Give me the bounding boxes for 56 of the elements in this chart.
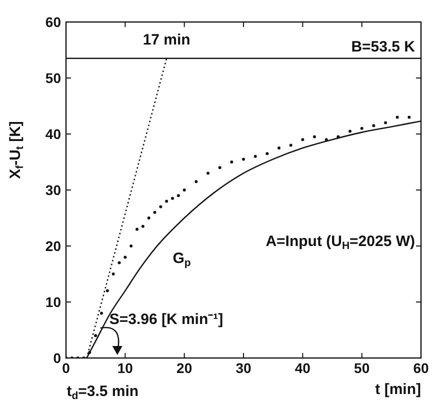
series-label: G$_{p}$ bbox=[172, 250, 191, 270]
y-tick-label: 30 bbox=[45, 182, 62, 198]
point bbox=[88, 350, 92, 354]
point bbox=[230, 160, 234, 164]
x-tick-label: 20 bbox=[176, 360, 192, 376]
point bbox=[176, 194, 180, 198]
point bbox=[165, 200, 168, 203]
point bbox=[112, 272, 115, 276]
y-tick-label: 10 bbox=[45, 294, 62, 310]
y-tick-label: 0 bbox=[53, 350, 62, 366]
point bbox=[141, 224, 144, 228]
point bbox=[254, 154, 257, 158]
point bbox=[360, 126, 364, 130]
ref-line-label: B=53.5 K bbox=[351, 38, 416, 56]
point bbox=[159, 205, 162, 208]
x-tick-label: 60 bbox=[413, 360, 429, 376]
y-tick-label: 60 bbox=[45, 14, 62, 30]
point bbox=[278, 146, 280, 150]
point bbox=[313, 135, 316, 138]
point bbox=[336, 135, 340, 138]
point bbox=[194, 180, 198, 184]
point bbox=[372, 124, 376, 128]
x-axis-title: t [min] bbox=[375, 381, 421, 398]
point bbox=[289, 144, 292, 147]
point bbox=[153, 210, 156, 214]
point bbox=[94, 334, 98, 338]
point bbox=[206, 172, 210, 175]
point bbox=[396, 116, 399, 119]
point bbox=[147, 216, 150, 220]
x-tick-label: 40 bbox=[294, 360, 311, 376]
annotation: 17 min bbox=[142, 31, 190, 48]
point bbox=[348, 130, 352, 133]
point bbox=[218, 166, 222, 170]
point bbox=[171, 196, 174, 200]
point bbox=[242, 158, 245, 161]
x-tick-label: 50 bbox=[354, 360, 370, 376]
point bbox=[266, 152, 269, 156]
point bbox=[130, 244, 133, 248]
point bbox=[408, 116, 411, 119]
point bbox=[324, 138, 328, 142]
point bbox=[124, 256, 127, 259]
point bbox=[384, 121, 387, 124]
point bbox=[136, 228, 138, 231]
x-tick-label: 10 bbox=[117, 360, 134, 376]
y-tick-label: 20 bbox=[45, 238, 62, 254]
x-tick-label: 30 bbox=[236, 360, 252, 376]
point bbox=[182, 188, 186, 192]
y-tick-label: 50 bbox=[45, 70, 62, 86]
point bbox=[106, 289, 109, 292]
annotation: S=3.96 [K min⁻¹] bbox=[109, 311, 224, 328]
y-tick-label: 40 bbox=[45, 126, 62, 142]
point bbox=[301, 138, 304, 142]
annotation: A=Input (U$_{H}$=2025 W) bbox=[266, 233, 415, 252]
annotation: t$_{d}$=3.5 min bbox=[66, 383, 139, 402]
point bbox=[118, 261, 121, 264]
point bbox=[100, 312, 103, 315]
